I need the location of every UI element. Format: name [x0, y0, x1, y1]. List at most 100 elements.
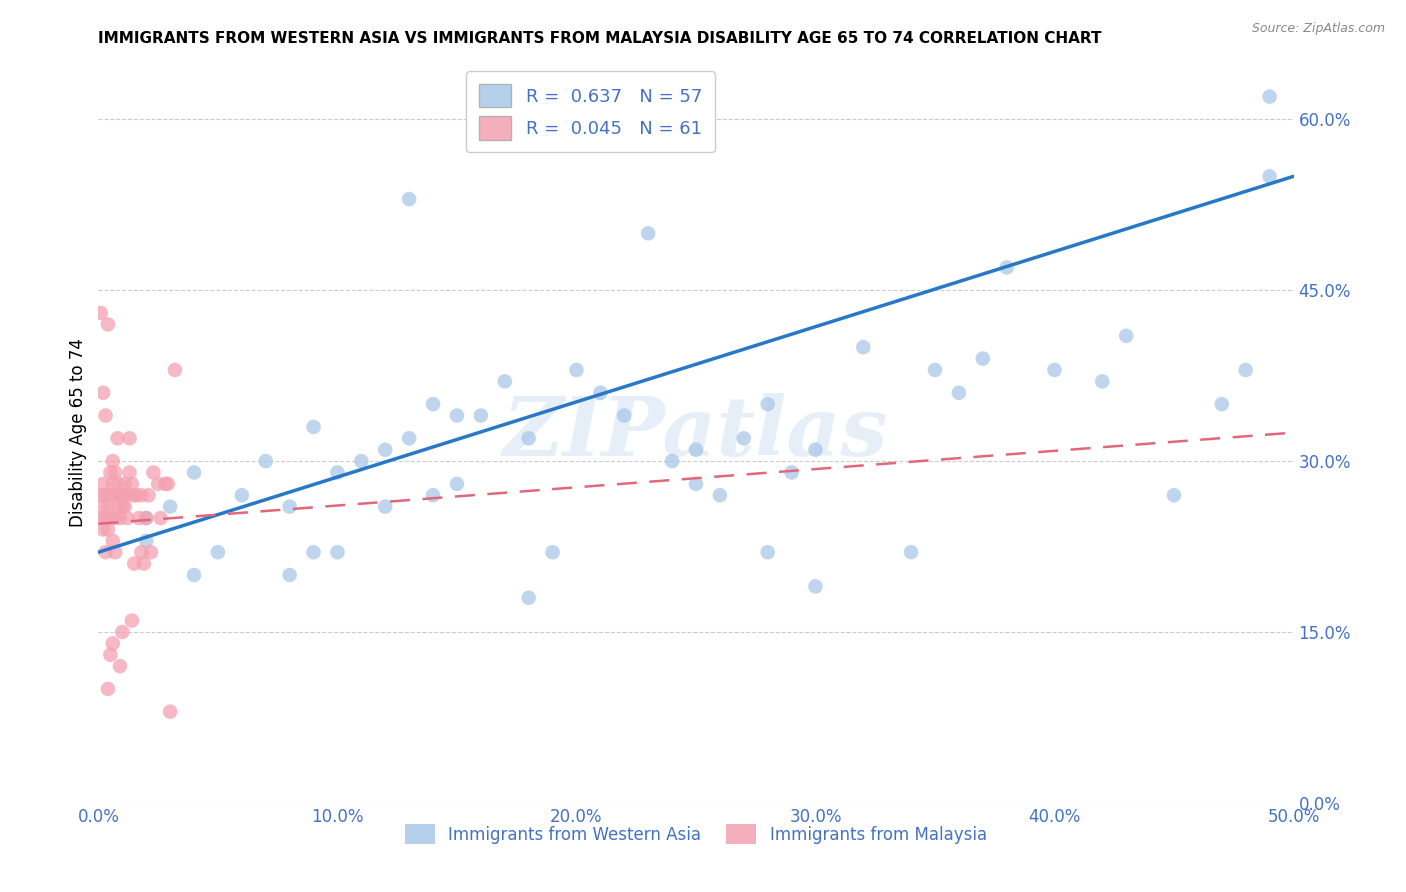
Point	[302, 545, 325, 559]
Point	[709, 488, 731, 502]
Point	[135, 533, 157, 548]
Point	[91, 500, 114, 514]
Point	[1258, 169, 1281, 184]
Point	[156, 476, 179, 491]
Point	[91, 476, 114, 491]
Point	[446, 409, 468, 423]
Point	[422, 488, 444, 502]
Point	[159, 500, 181, 514]
Point	[1211, 397, 1233, 411]
Point	[374, 442, 396, 457]
Point	[494, 375, 516, 389]
Point	[183, 466, 205, 480]
Point	[139, 545, 162, 559]
Point	[111, 488, 134, 502]
Point	[101, 476, 124, 491]
Point	[685, 476, 707, 491]
Point	[422, 397, 444, 411]
Y-axis label: Disability Age 65 to 74: Disability Age 65 to 74	[69, 338, 87, 527]
Point	[138, 488, 160, 502]
Point	[142, 466, 165, 480]
Point	[1043, 363, 1066, 377]
Point	[111, 500, 134, 514]
Point	[326, 466, 349, 480]
Point	[135, 511, 157, 525]
Point	[972, 351, 994, 366]
Point	[118, 466, 141, 480]
Point	[104, 545, 127, 559]
Point	[104, 466, 127, 480]
Point	[98, 466, 122, 480]
Point	[104, 511, 127, 525]
Point	[131, 545, 153, 559]
Point	[124, 488, 146, 502]
Point	[374, 500, 396, 514]
Point	[90, 511, 112, 525]
Point	[470, 409, 492, 423]
Point	[121, 614, 143, 628]
Point	[780, 466, 803, 480]
Point	[108, 511, 131, 525]
Point	[1258, 89, 1281, 103]
Point	[98, 488, 122, 502]
Point	[91, 523, 114, 537]
Point	[148, 476, 170, 491]
Point	[1115, 328, 1137, 343]
Point	[278, 500, 301, 514]
Point	[661, 454, 683, 468]
Text: ZIPatlas: ZIPatlas	[503, 392, 889, 473]
Point	[398, 192, 420, 206]
Point	[90, 488, 112, 502]
Point	[128, 511, 150, 525]
Point	[613, 409, 636, 423]
Point	[132, 557, 155, 571]
Point	[125, 488, 148, 502]
Point	[91, 385, 114, 400]
Point	[97, 318, 120, 332]
Text: Source: ZipAtlas.com: Source: ZipAtlas.com	[1251, 22, 1385, 36]
Point	[995, 260, 1018, 275]
Point	[254, 454, 277, 468]
Point	[852, 340, 875, 354]
Point	[108, 659, 131, 673]
Point	[804, 442, 827, 457]
Point	[924, 363, 946, 377]
Point	[565, 363, 588, 377]
Point	[637, 227, 659, 241]
Point	[101, 636, 124, 650]
Point	[350, 454, 373, 468]
Point	[155, 476, 177, 491]
Point	[685, 442, 707, 457]
Point	[115, 511, 138, 525]
Point	[94, 409, 117, 423]
Point	[948, 385, 970, 400]
Point	[101, 533, 124, 548]
Point	[231, 488, 253, 502]
Point	[94, 545, 117, 559]
Point	[135, 511, 157, 525]
Point	[111, 624, 134, 639]
Point	[111, 488, 134, 502]
Point	[163, 363, 186, 377]
Point	[589, 385, 612, 400]
Point	[97, 500, 120, 514]
Point	[124, 557, 146, 571]
Point	[115, 488, 138, 502]
Point	[149, 511, 172, 525]
Point	[98, 648, 122, 662]
Point	[97, 681, 120, 696]
Point	[517, 591, 540, 605]
Point	[1091, 375, 1114, 389]
Point	[756, 545, 779, 559]
Point	[756, 397, 779, 411]
Point	[104, 488, 127, 502]
Point	[90, 306, 112, 320]
Point	[302, 420, 325, 434]
Point	[108, 488, 131, 502]
Point	[1234, 363, 1257, 377]
Point	[101, 454, 124, 468]
Point	[326, 545, 349, 559]
Point	[107, 500, 129, 514]
Point	[118, 431, 141, 445]
Point	[541, 545, 564, 559]
